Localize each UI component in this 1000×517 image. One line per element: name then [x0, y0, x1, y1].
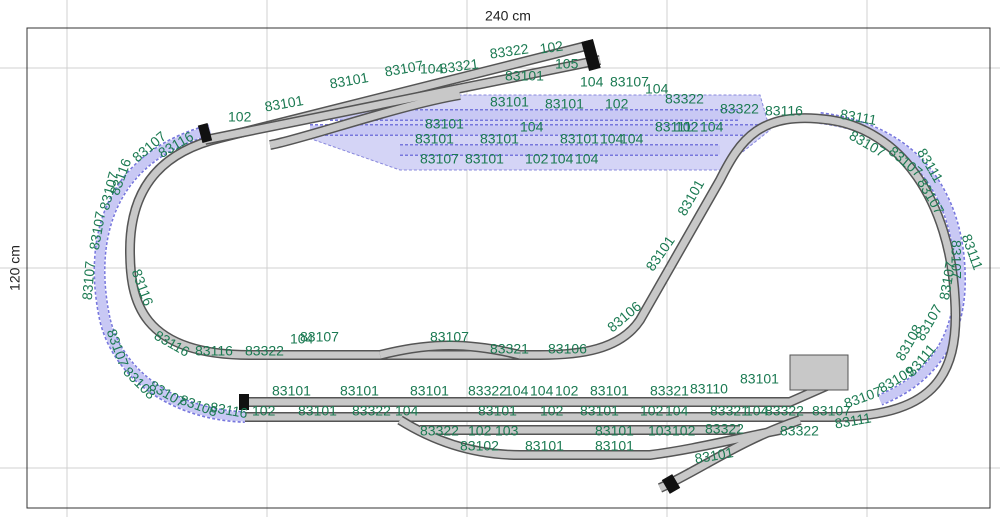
- part-label: 83111: [655, 119, 692, 135]
- part-label: 83101: [590, 383, 629, 399]
- part-label: 83107: [610, 74, 649, 90]
- part-label: 83101: [545, 96, 584, 112]
- part-label: 102: [540, 403, 564, 419]
- board-frame: [26, 27, 991, 509]
- part-label: 104: [575, 151, 599, 167]
- part-label: 83101: [595, 438, 634, 454]
- part-label: 83102: [460, 438, 499, 454]
- part-label: 83322: [245, 343, 284, 359]
- part-label: 83101: [328, 69, 369, 92]
- part-label: 104: [600, 131, 624, 147]
- part-label: 83101: [465, 151, 504, 167]
- part-label: 105: [555, 56, 579, 72]
- part-label: 83101: [480, 131, 519, 147]
- part-label: 83101: [263, 92, 304, 115]
- part-label: 83101: [560, 131, 599, 147]
- part-label: 102: [468, 423, 492, 439]
- part-label: 83101: [298, 403, 337, 419]
- part-label: 83322: [720, 101, 759, 117]
- part-label: 83107: [936, 260, 959, 301]
- part-label: 102: [640, 403, 664, 419]
- part-label: 102: [252, 403, 276, 419]
- part-label: 83107: [104, 327, 132, 369]
- part-label: 83101: [272, 383, 311, 399]
- part-label: 104: [665, 403, 689, 419]
- part-label: 83101: [410, 383, 449, 399]
- part-label: 83321: [710, 403, 749, 419]
- part-label: 104: [700, 119, 724, 135]
- part-label: 83111: [833, 409, 872, 431]
- part-label: 83107: [420, 151, 459, 167]
- part-label: 83101: [340, 383, 379, 399]
- part-label: 83101: [490, 94, 529, 110]
- part-label: 83107: [430, 329, 469, 345]
- part-label: 83322: [780, 423, 819, 439]
- part-label: 83116: [765, 103, 803, 119]
- part-label: 104: [620, 131, 644, 147]
- part-label: 104: [645, 81, 669, 97]
- part-label: 83322: [489, 40, 530, 61]
- part-label: 104: [290, 331, 314, 347]
- part-label: 83107: [948, 240, 964, 279]
- part-label: 102: [525, 151, 549, 167]
- part-label: 103: [495, 423, 519, 439]
- part-label: 83321: [650, 383, 689, 399]
- part-label: 83101: [478, 403, 517, 419]
- part-label: 83111: [839, 106, 878, 128]
- part-label: 83101: [693, 444, 734, 467]
- part-label: 83107: [79, 260, 98, 300]
- part-label: 83107: [86, 210, 109, 251]
- part-label: 104: [505, 383, 529, 399]
- part-label: 83101: [580, 403, 619, 419]
- part-label: 83322: [352, 403, 391, 419]
- tracks: [124, 40, 961, 493]
- part-label: 104: [745, 403, 769, 419]
- part-label: 83116: [195, 343, 233, 359]
- part-label: 104: [530, 383, 554, 399]
- part-label: 83116: [152, 327, 193, 360]
- part-label: 83110: [690, 381, 728, 397]
- part-label: 83321: [490, 341, 529, 357]
- part-label: 83101: [505, 68, 544, 84]
- part-label: 83321: [439, 55, 480, 76]
- part-label: 102: [605, 96, 629, 112]
- part-label: 83101: [425, 116, 464, 132]
- part-label: 102: [672, 423, 696, 439]
- part-label: 83322: [468, 383, 507, 399]
- part-label: 83322: [420, 423, 459, 439]
- part-label: 83101: [595, 423, 634, 439]
- part-label: 83101: [415, 131, 454, 147]
- part-label: 102: [675, 119, 699, 135]
- part-label: 102: [539, 38, 565, 57]
- part-label: 83106: [548, 341, 587, 357]
- part-label: 104: [550, 151, 574, 167]
- part-label: 83322: [665, 91, 704, 107]
- structures: [197, 38, 849, 494]
- part-label: 83107: [300, 329, 339, 345]
- width-label: 240 cm: [485, 8, 531, 24]
- part-label: 83322: [765, 403, 804, 419]
- part-label: 104: [520, 119, 544, 135]
- part-label: 83107: [812, 403, 851, 419]
- part-label: 104: [395, 403, 419, 419]
- part-label: 83101: [525, 438, 564, 454]
- part-label: 102: [555, 383, 579, 399]
- part-label: 83107: [383, 57, 424, 80]
- part-label: 102: [228, 109, 252, 125]
- part-label: 83101: [740, 371, 779, 387]
- part-label: 103: [648, 423, 672, 439]
- part-label: 83322: [705, 421, 744, 437]
- part-label: 104: [580, 74, 604, 90]
- part-label: 83116: [209, 399, 249, 421]
- part-label: 104: [420, 61, 444, 77]
- height-label: 120 cm: [7, 245, 23, 291]
